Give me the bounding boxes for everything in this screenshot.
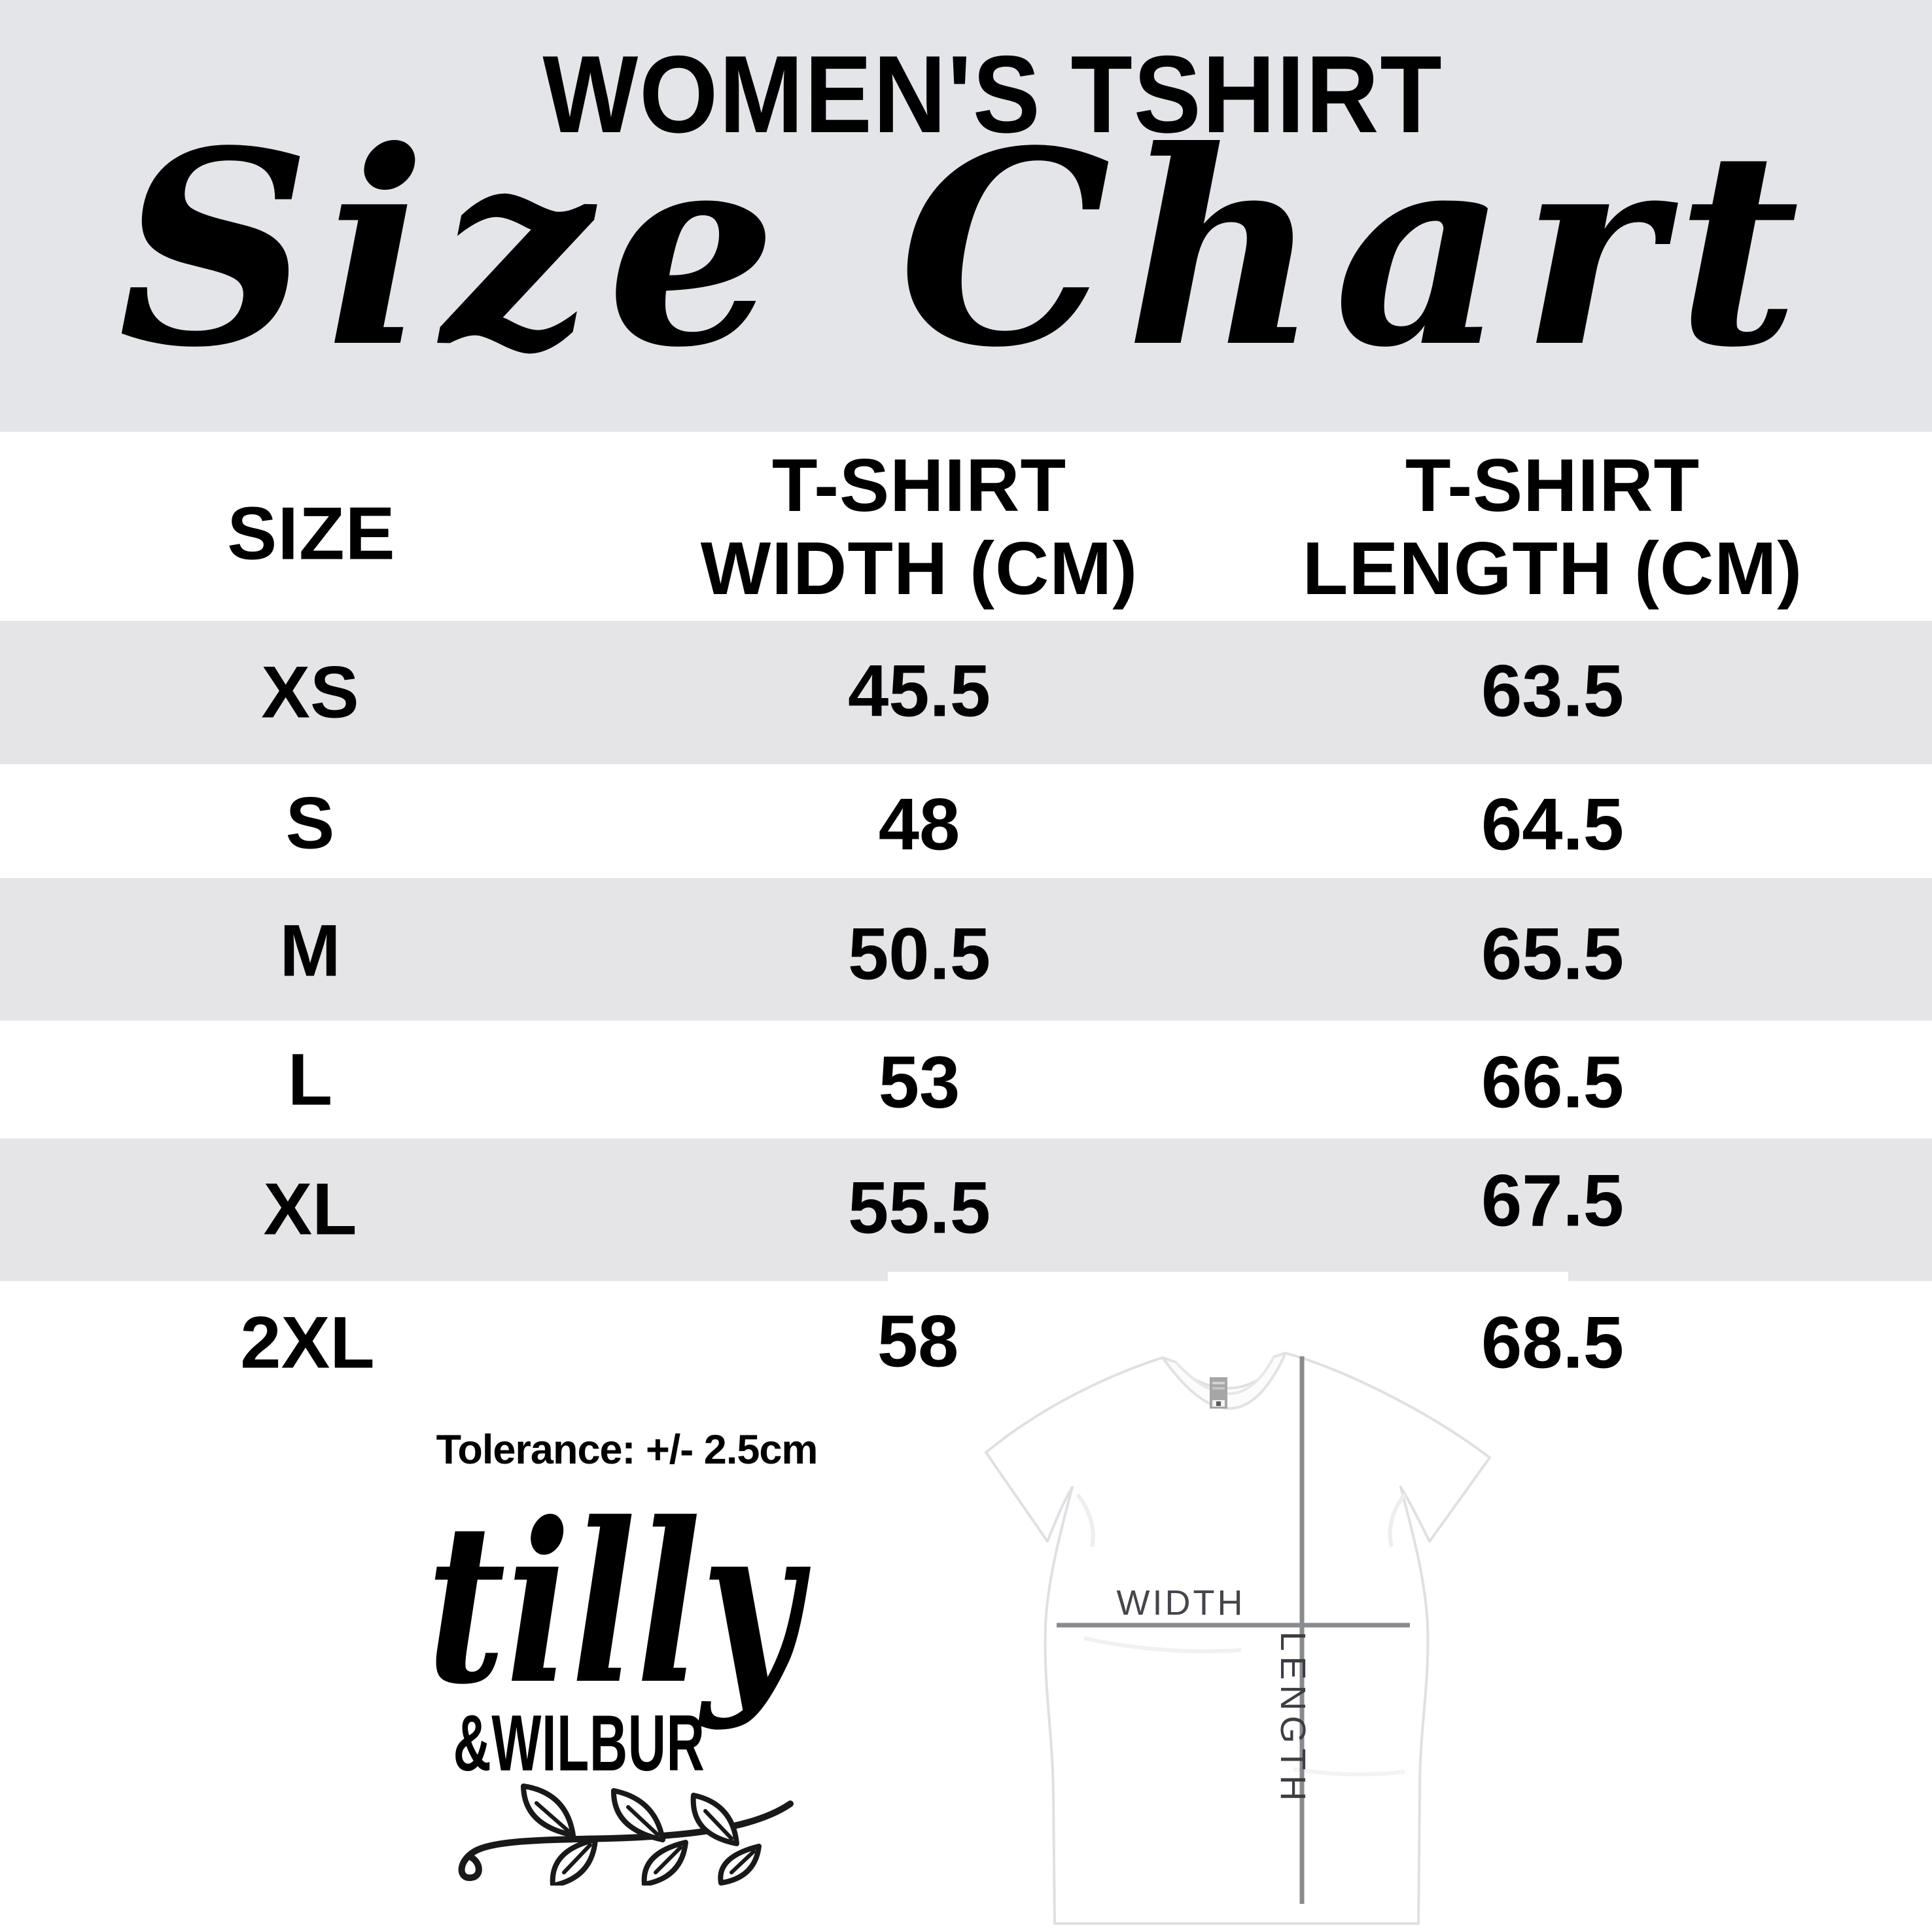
cell-s-length: 64.5 [1481, 783, 1624, 866]
page-subtitle: Size Chart [118, 93, 1814, 406]
page-title: WOMEN'S TSHIRT [542, 33, 1443, 156]
column-header-width-line2: WIDTH (CM) [700, 527, 1138, 610]
leaf-branch-icon [458, 1783, 794, 1886]
cell-l-width: 53 [878, 1041, 960, 1123]
sleeve-crease [1076, 1493, 1095, 1547]
brand-logo-script: tilly [426, 1475, 801, 1733]
cell-s-size: S [285, 782, 335, 864]
tolerance-note: Tolerance: +/- 2.5cm [436, 1427, 818, 1473]
brand-logo-sub: &WILBUR [453, 1698, 705, 1787]
cell-l-length: 66.5 [1481, 1041, 1624, 1123]
cell-xl-length: 67.5 [1481, 1159, 1624, 1242]
cell-xs-size: XS [261, 651, 359, 733]
cell-xl-size: XL [263, 1168, 357, 1250]
tshirt-diagram: WIDTH LENGTH [888, 1272, 1568, 1932]
cell-s-width: 48 [878, 783, 960, 866]
cell-2xl-size: 2XL [240, 1301, 375, 1384]
row-stripe-xl [0, 1138, 1932, 1281]
row-stripe-xs [0, 621, 1932, 764]
column-header-width-line1: T-SHIRT [771, 444, 1067, 527]
collar-inner-seam [1174, 1356, 1275, 1395]
tshirt-outline [985, 1352, 1491, 1925]
cell-m-size: M [279, 909, 341, 992]
header-band: WOMEN'S TSHIRT Size Chart [0, 0, 1932, 432]
neck-label [1210, 1377, 1227, 1409]
cell-xl-width: 55.5 [848, 1167, 991, 1249]
row-stripe-m [0, 878, 1932, 1021]
cell-xs-length: 63.5 [1481, 650, 1624, 732]
cell-m-width: 50.5 [848, 913, 991, 995]
wrinkle-line [1293, 1767, 1405, 1777]
cell-xs-width: 45.5 [848, 650, 991, 732]
cell-m-length: 65.5 [1481, 913, 1624, 995]
cell-2xl-length: 68.5 [1481, 1301, 1624, 1384]
column-header-size: SIZE [227, 493, 395, 576]
column-header-length-line1: T-SHIRT [1405, 444, 1700, 527]
sleeve-crease [1388, 1493, 1407, 1547]
column-header-width: T-SHIRT WIDTH (CM) [701, 444, 1138, 610]
column-header-size-label: SIZE [227, 492, 396, 576]
length-label: LENGTH [1273, 1631, 1312, 1806]
cell-2xl-width: 58 [877, 1300, 959, 1382]
column-header-length-line2: LENGTH (CM) [1302, 527, 1803, 610]
cell-l-size: L [287, 1038, 333, 1121]
wrinkle-line [1083, 1636, 1242, 1653]
width-label: WIDTH [1117, 1583, 1246, 1623]
column-header-length: T-SHIRT LENGTH (CM) [1303, 444, 1803, 610]
